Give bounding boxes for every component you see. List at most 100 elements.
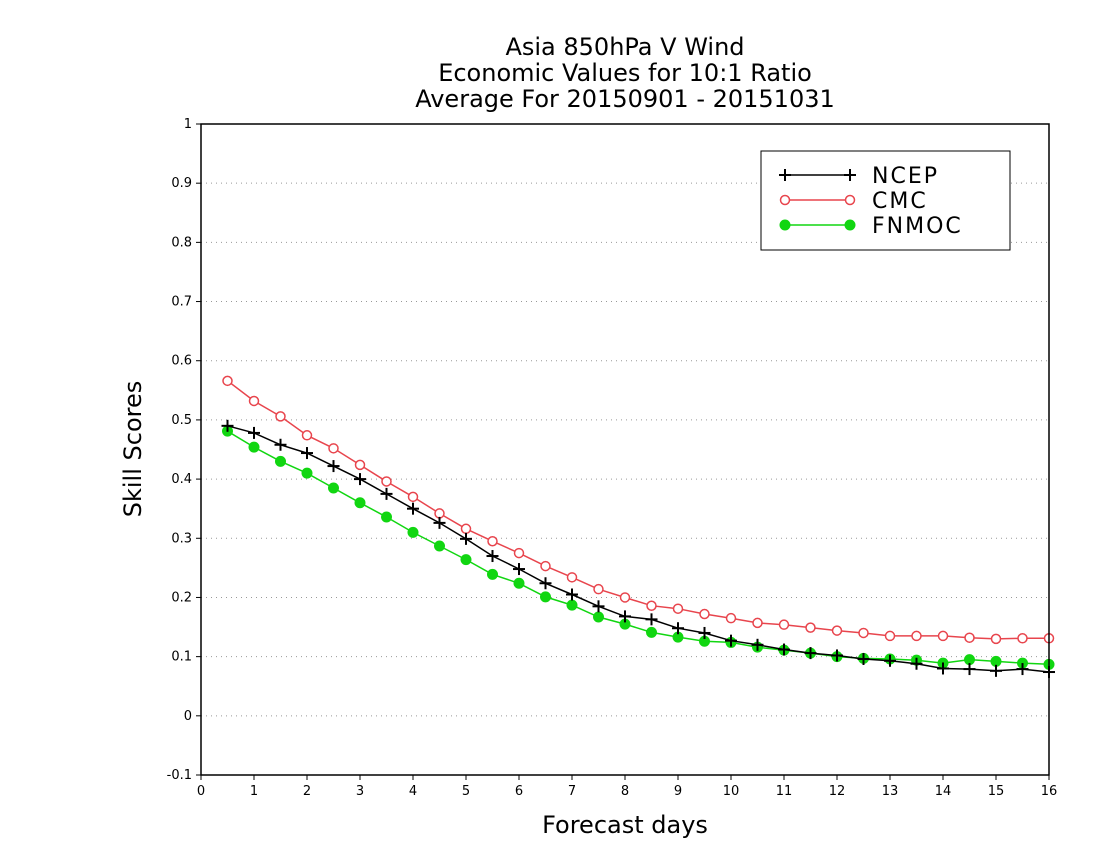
x-tick-label: 13 [882,784,899,799]
x-tick-label: 10 [723,784,740,799]
data-point-cmc [381,476,392,487]
y-tick-label: 0 [184,709,192,724]
data-point-ncep [221,419,234,432]
x-tick-label: 5 [462,784,470,799]
data-point-cmc [858,627,869,639]
data-point-ncep [645,613,658,626]
data-point-cmc [911,630,922,642]
x-tick-label: 2 [303,784,311,799]
legend-entry-cmc: CMC [779,189,926,214]
x-tick-label: 3 [356,784,364,799]
data-point-cmc [487,535,498,547]
data-point-ncep [433,516,446,529]
data-point-ncep [1016,663,1029,676]
data-point-fnmoc [328,482,339,494]
legend-marker [779,219,791,231]
data-point-ncep [963,663,976,676]
y-tick-label: 0.6 [171,354,192,369]
x-tick-label: 4 [409,784,417,799]
data-point-ncep [884,654,896,667]
title-line-2: Economic Values for 10:1 Ratio [438,59,812,87]
data-point-cmc [434,508,445,519]
data-point-cmc [990,633,1002,645]
data-point-cmc [593,583,604,595]
data-point-cmc [619,592,631,603]
data-point-cmc [460,523,472,535]
series-lines [221,375,1055,679]
series-fnmoc [222,425,1055,670]
plot-frame [200,123,1050,776]
y-tick-label: 0.5 [171,413,192,428]
data-point-ncep [910,657,923,670]
data-point-cmc [301,430,313,441]
data-point-fnmoc [248,441,260,453]
legend-entry-ncep: NCEP [779,164,939,189]
data-point-cmc [937,630,949,642]
y-tick-label: 1 [184,117,192,132]
data-point-ncep [937,662,949,675]
data-point-cmc [328,443,339,454]
data-point-ncep [619,610,631,623]
legend-marker [779,194,791,206]
legend-label: FNMOC [872,214,963,239]
data-point-fnmoc [646,626,657,638]
data-point-cmc [407,491,419,503]
legend-marker [779,169,791,181]
x-tick-label: 0 [197,784,205,799]
data-point-ncep [672,622,684,635]
y-tick-label: 0.9 [171,176,192,191]
data-point-ncep [698,626,711,639]
data-point-cmc [805,622,816,633]
axis-ticks: -0.100.10.20.30.40.50.60.70.80.910 1 2 3 4 5 6… [167,117,1058,799]
data-point-ncep [725,634,737,647]
data-point-ncep [248,426,260,439]
data-point-ncep [857,653,870,666]
data-point-cmc [513,547,525,559]
data-point-cmc [248,395,260,407]
legend-entry-fnmoc: FNMOC [779,214,963,239]
data-point-cmc [699,608,710,620]
y-tick-label: 0.7 [171,295,192,310]
data-point-ncep [804,647,817,660]
data-point-cmc [354,459,366,471]
data-point-cmc [752,617,763,629]
x-tick-label: 1 [250,784,258,799]
data-point-ncep [778,643,790,656]
data-point-cmc [540,560,551,572]
data-point-fnmoc [301,467,313,479]
title-line-3: Average For 20150901 - 20151031 [415,85,835,113]
y-tick-label: -0.1 [167,768,192,783]
data-point-cmc [831,625,843,636]
legend-marker [844,169,856,181]
data-point-fnmoc [407,526,419,538]
data-point-ncep [831,649,843,662]
x-tick-label: 12 [829,784,846,799]
y-axis-title: Skill Scores [119,381,147,518]
data-point-cmc [884,630,896,642]
data-point-fnmoc [487,568,498,580]
x-tick-label: 6 [515,784,523,799]
data-point-cmc [725,612,737,624]
x-axis-title: Forecast days [542,811,708,839]
series-ncep [221,419,1055,679]
y-tick-label: 0.8 [171,235,192,250]
legend-label: NCEP [872,164,939,189]
x-tick-label: 8 [621,784,629,799]
x-tick-label: 16 [1041,784,1058,799]
x-tick-label: 9 [674,784,682,799]
data-point-fnmoc [381,511,392,523]
data-point-ncep [566,588,578,601]
data-point-fnmoc [593,611,604,623]
data-point-ncep [539,577,552,590]
data-point-cmc [964,632,975,643]
data-point-cmc [566,572,578,583]
series-line-fnmoc [227,430,1050,666]
data-point-ncep [460,532,472,545]
x-tick-label: 15 [988,784,1005,799]
y-tick-label: 0.2 [171,590,192,605]
data-point-cmc [275,411,286,422]
series-line-ncep [227,425,1050,673]
data-point-fnmoc [354,497,366,509]
